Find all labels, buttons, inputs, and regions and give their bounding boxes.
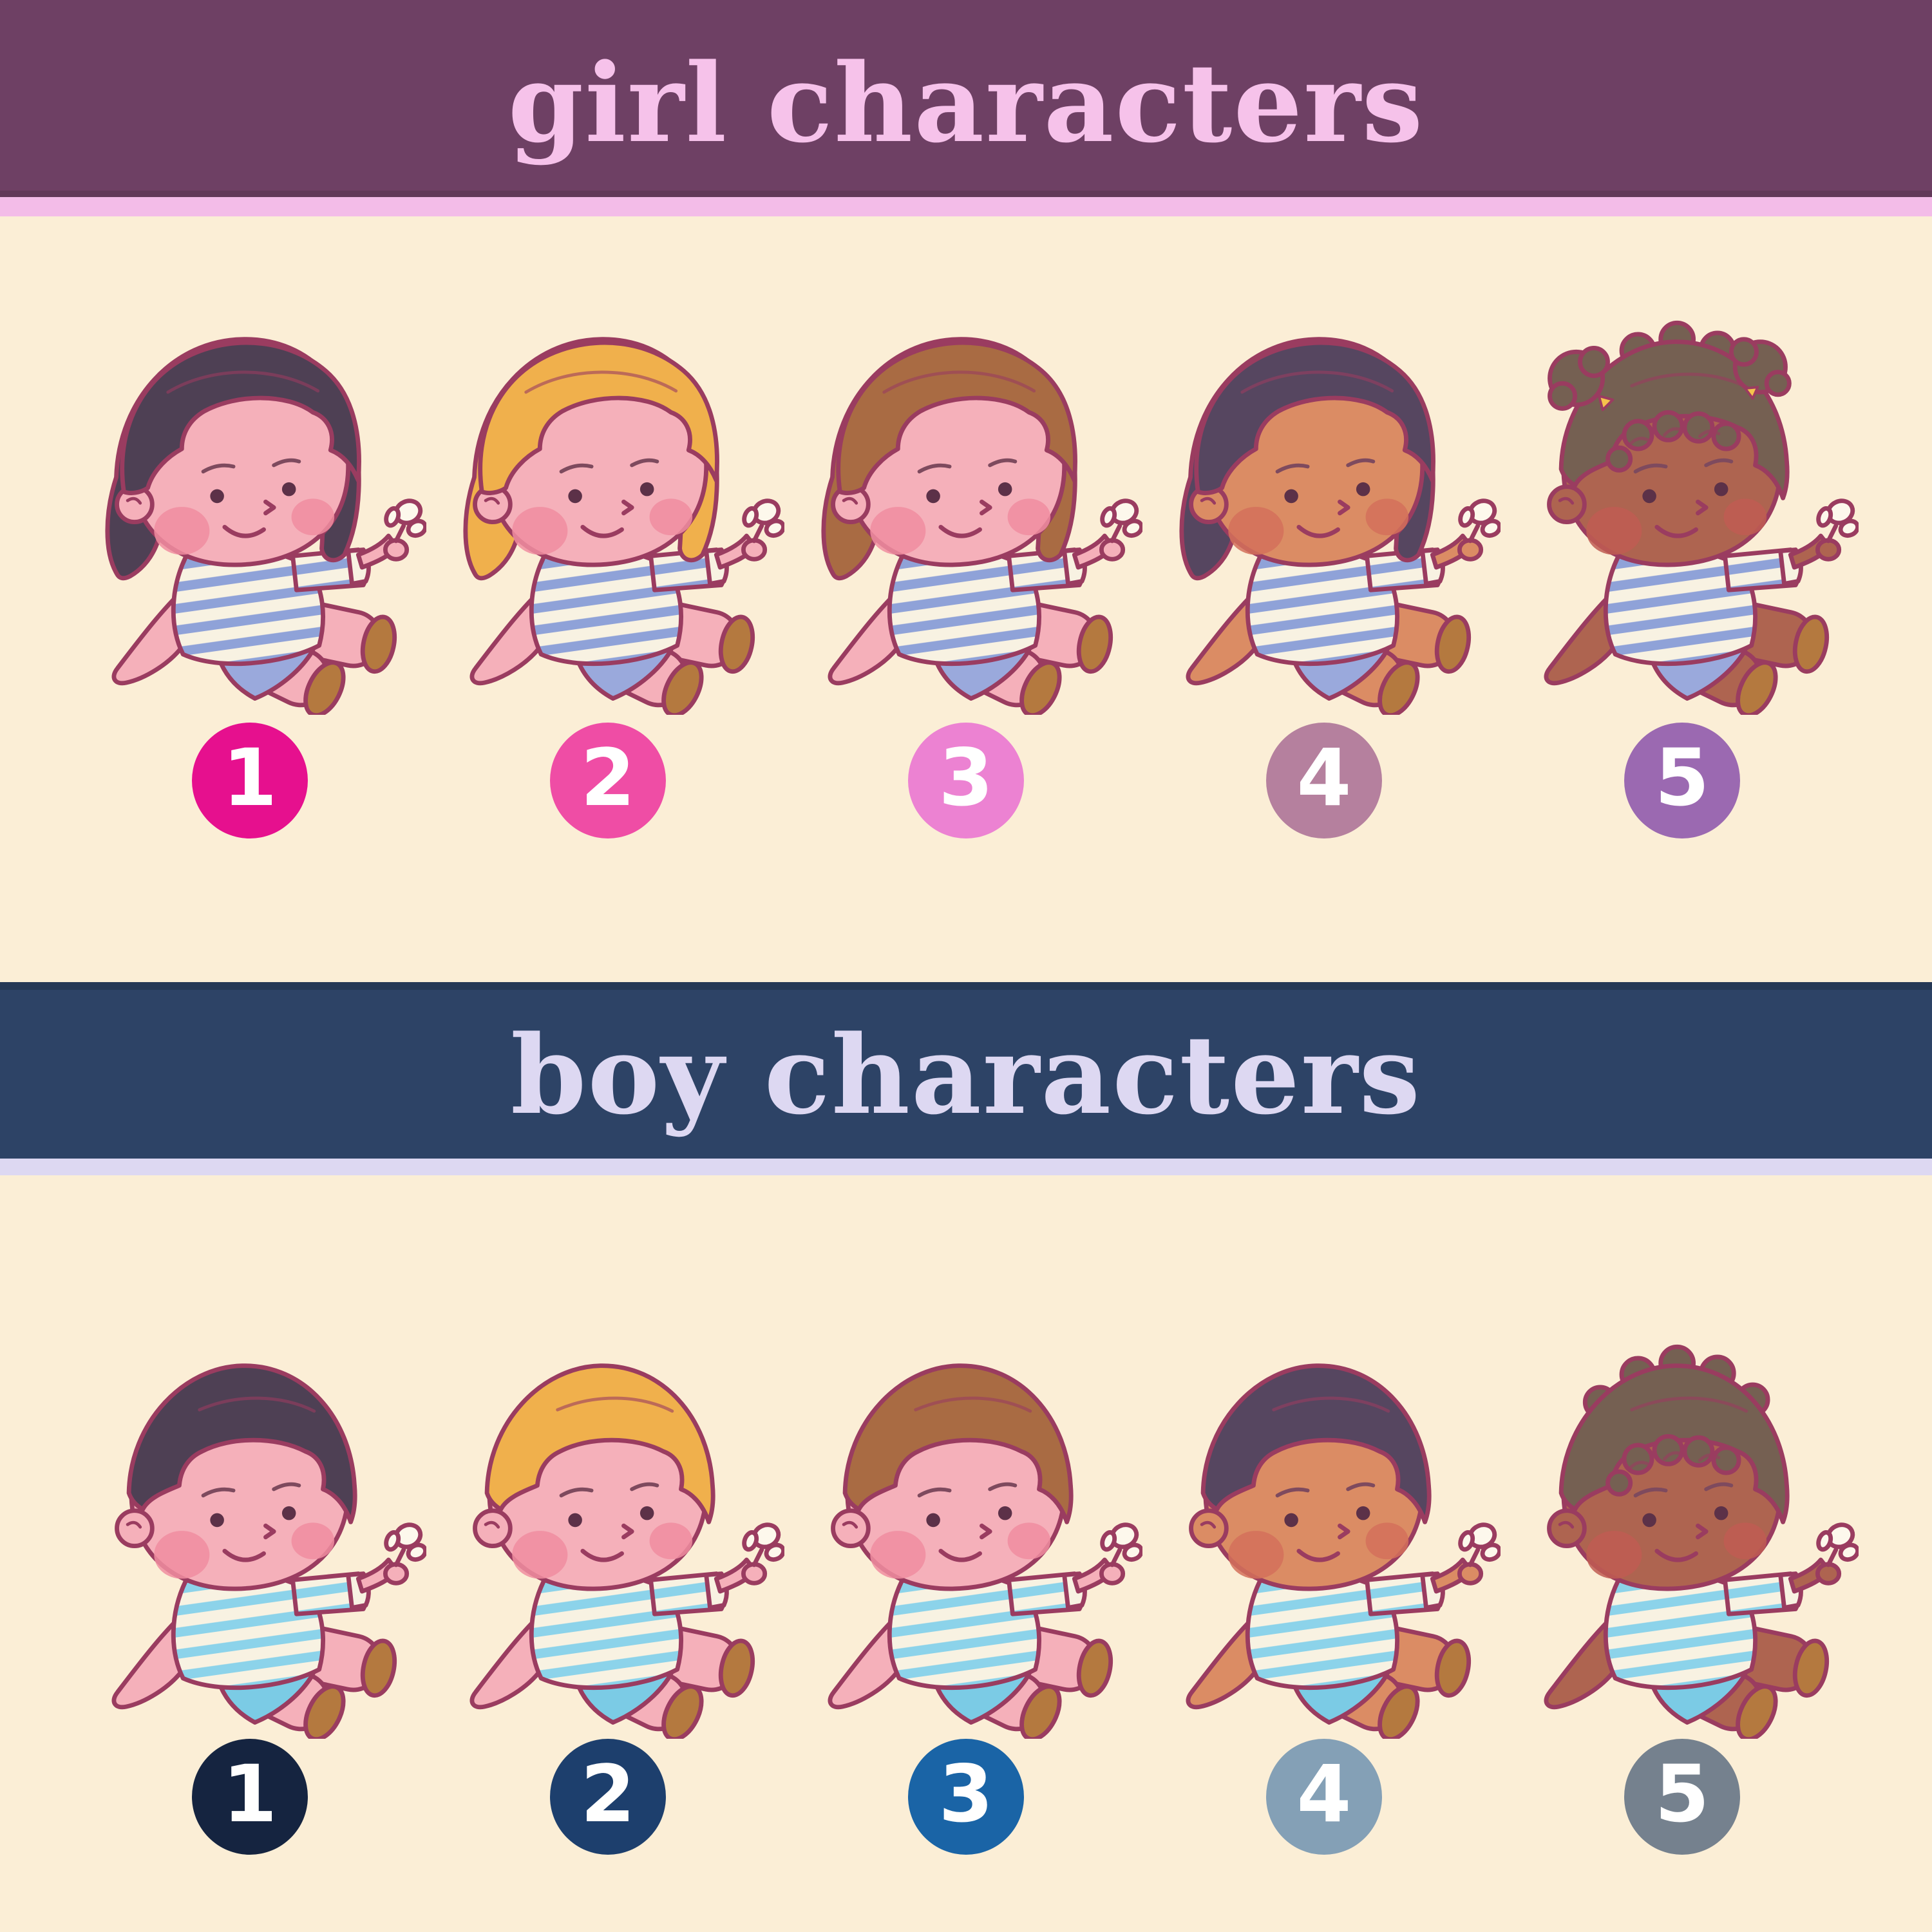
boy-3-number-cell: 3 <box>787 1739 1145 1865</box>
boy-4-option[interactable] <box>1145 1320 1503 1739</box>
girl-4-number-label: 4 <box>1296 732 1352 824</box>
girl-1-number-badge[interactable]: 1 <box>192 723 308 838</box>
boy-4-figure-art <box>1186 1363 1501 1739</box>
boy-2-option[interactable] <box>429 1320 787 1739</box>
girl-5-number-cell: 5 <box>1503 723 1861 849</box>
boy-3-figure-art <box>828 1363 1142 1739</box>
boy-5-figure-art <box>1544 1344 1859 1739</box>
boy-banner-accent-stripe <box>0 1159 1932 1175</box>
girl-5-figure-art <box>1544 320 1859 715</box>
girl-1-number-cell: 1 <box>71 723 429 849</box>
boy-1-number-label: 1 <box>222 1748 278 1840</box>
boy-3-number-badge[interactable]: 3 <box>908 1739 1024 1855</box>
boy-characters-title: boy characters <box>510 1011 1422 1139</box>
girl-2-number-cell: 2 <box>429 723 787 849</box>
boy-1-number-badge[interactable]: 1 <box>192 1739 308 1855</box>
girl-3-number-cell: 3 <box>787 723 1145 849</box>
girl-4-number-badge[interactable]: 4 <box>1266 723 1382 838</box>
boy-4-number-badge[interactable]: 4 <box>1266 1739 1382 1855</box>
girl-3-figure-art <box>821 337 1142 715</box>
girl-numbers-row: 1 2 3 4 5 <box>0 723 1932 849</box>
girl-characters-banner: girl characters <box>0 0 1932 197</box>
girl-3-option[interactable] <box>787 296 1145 715</box>
girl-banner-accent-stripe <box>0 197 1932 216</box>
boy-characters-row <box>0 1175 1932 1739</box>
girl-1-option[interactable] <box>71 296 429 715</box>
girl-1-number-label: 1 <box>222 732 278 824</box>
girl-3-number-label: 3 <box>938 732 994 824</box>
girl-5-number-label: 5 <box>1654 732 1710 824</box>
girl-5-number-badge[interactable]: 5 <box>1624 723 1740 838</box>
boy-4-number-label: 4 <box>1296 1748 1352 1840</box>
boy-1-figure-art <box>111 1363 426 1739</box>
boy-numbers-row: 1 2 3 4 5 <box>0 1739 1932 1865</box>
girl-2-option[interactable] <box>429 296 787 715</box>
boy-2-number-badge[interactable]: 2 <box>550 1739 666 1855</box>
boy-5-option[interactable] <box>1503 1320 1861 1739</box>
girl-2-figure-art <box>463 337 784 715</box>
boy-5-number-label: 5 <box>1654 1748 1710 1840</box>
boy-2-number-label: 2 <box>580 1748 636 1840</box>
boy-2-figure-art <box>469 1363 784 1739</box>
boy-5-number-cell: 5 <box>1503 1739 1861 1865</box>
boy-1-option[interactable] <box>71 1320 429 1739</box>
boy-4-number-cell: 4 <box>1145 1739 1503 1865</box>
girl-4-option[interactable] <box>1145 296 1503 715</box>
girl-characters-title: girl characters <box>507 39 1425 167</box>
boy-1-number-cell: 1 <box>71 1739 429 1865</box>
girl-2-number-label: 2 <box>580 732 636 824</box>
girl-2-number-badge[interactable]: 2 <box>550 723 666 838</box>
boy-characters-banner: boy characters <box>0 982 1932 1159</box>
boy-3-number-label: 3 <box>938 1748 994 1840</box>
boy-5-number-badge[interactable]: 5 <box>1624 1739 1740 1855</box>
girl-characters-row <box>0 216 1932 715</box>
girl-4-number-cell: 4 <box>1145 723 1503 849</box>
girl-4-figure-art <box>1179 337 1501 715</box>
girl-5-option[interactable] <box>1503 296 1861 715</box>
girl-3-number-badge[interactable]: 3 <box>908 723 1024 838</box>
girl-1-figure-art <box>105 337 426 715</box>
boy-3-option[interactable] <box>787 1320 1145 1739</box>
boy-2-number-cell: 2 <box>429 1739 787 1865</box>
